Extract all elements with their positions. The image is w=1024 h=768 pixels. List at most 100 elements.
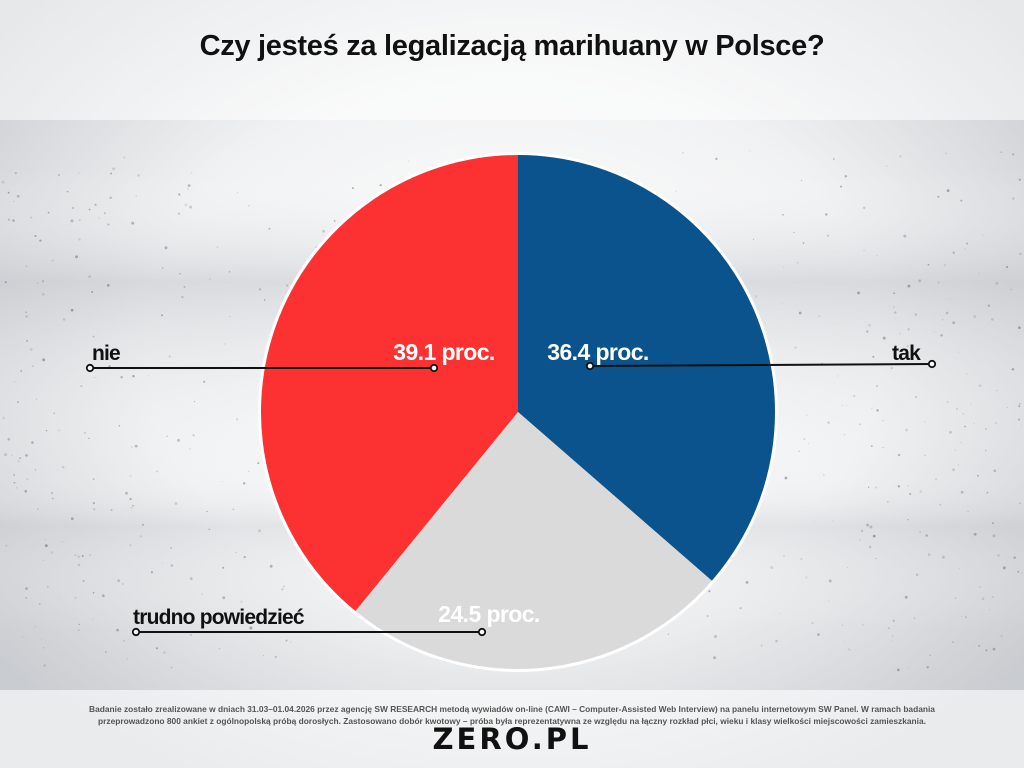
speckle	[779, 613, 780, 614]
speckle	[907, 328, 910, 331]
speckle	[116, 628, 119, 632]
speckle	[45, 539, 47, 540]
speckle	[962, 413, 964, 415]
speckle	[269, 564, 273, 568]
speckle	[93, 508, 96, 511]
speckle	[187, 184, 191, 187]
speckle	[41, 280, 44, 283]
speckle	[11, 454, 13, 457]
speckle	[4, 453, 7, 457]
speckle	[235, 551, 237, 554]
speckle	[907, 284, 911, 288]
speckle	[110, 508, 113, 512]
speckle	[109, 196, 112, 200]
speckle	[131, 446, 133, 448]
speckle	[836, 375, 839, 377]
speckle	[967, 510, 969, 513]
speckle	[248, 205, 250, 207]
speckle	[868, 323, 871, 327]
speckle	[216, 246, 219, 248]
speckle	[775, 639, 778, 643]
speckle	[875, 557, 877, 560]
speckle	[82, 580, 85, 582]
speckle	[918, 279, 922, 283]
leader-dot-trudno-powiedzieć-start	[131, 627, 141, 637]
speckle	[77, 563, 81, 567]
speckle	[106, 283, 110, 287]
speckle	[1011, 368, 1015, 371]
speckle	[285, 639, 288, 642]
speckle	[876, 409, 879, 412]
speckle	[905, 428, 908, 432]
speckle	[846, 405, 847, 407]
speckle	[189, 448, 191, 450]
speckle	[996, 389, 998, 392]
speckle	[170, 564, 174, 567]
speckle	[222, 566, 225, 569]
speckle	[1021, 572, 1023, 574]
speckle	[58, 174, 60, 176]
speckle	[760, 644, 763, 647]
speckle	[940, 334, 943, 337]
zero-pl-logo: ZERO.PL	[432, 722, 592, 756]
speckle	[168, 355, 171, 358]
speckle	[893, 306, 895, 308]
speckle	[42, 358, 46, 362]
speckle	[222, 596, 226, 600]
speckle	[859, 539, 861, 542]
speckle	[754, 295, 758, 298]
speckle	[24, 489, 28, 493]
speckle	[909, 492, 912, 496]
speckle	[1021, 425, 1023, 427]
speckle	[708, 590, 711, 593]
speckle	[177, 438, 180, 442]
speckle	[745, 581, 749, 584]
speckle	[101, 594, 105, 598]
speckle	[1018, 405, 1021, 408]
speckle	[842, 404, 844, 406]
speckle	[1011, 197, 1015, 200]
speckle	[137, 174, 140, 177]
speckle	[991, 318, 994, 321]
speckle	[794, 346, 797, 349]
speckle	[190, 172, 192, 174]
speckle	[62, 318, 66, 321]
speckle	[844, 641, 846, 643]
speckle	[823, 474, 825, 476]
leader-line-tak	[589, 363, 933, 367]
speckle	[929, 654, 931, 656]
speckle	[129, 475, 132, 478]
speckle	[25, 597, 27, 599]
speckle	[94, 203, 97, 206]
leader-dot-nie-end	[429, 363, 439, 373]
speckle	[14, 171, 18, 175]
speckle	[70, 219, 74, 223]
speckle	[927, 553, 931, 556]
speckle	[904, 595, 908, 599]
speckle	[4, 281, 7, 284]
speckle	[934, 477, 938, 481]
speckle	[408, 160, 410, 162]
speckle	[843, 434, 845, 436]
speckle	[867, 486, 870, 488]
speckle	[25, 265, 28, 267]
speckle	[53, 412, 56, 415]
speckle	[935, 290, 937, 292]
speckle	[1005, 265, 1009, 269]
speckle	[987, 304, 990, 307]
speckle	[74, 596, 77, 600]
speckle	[682, 152, 684, 154]
speckle	[978, 272, 980, 274]
speckle	[714, 635, 718, 638]
speckle	[290, 641, 292, 643]
speckle	[863, 206, 866, 210]
speckle	[828, 600, 830, 602]
speckle	[853, 395, 856, 398]
speckle	[131, 221, 135, 225]
speckle	[16, 487, 18, 489]
speckle	[221, 480, 223, 483]
speckle	[71, 206, 75, 210]
speckle	[800, 557, 803, 560]
speckle	[41, 292, 45, 296]
